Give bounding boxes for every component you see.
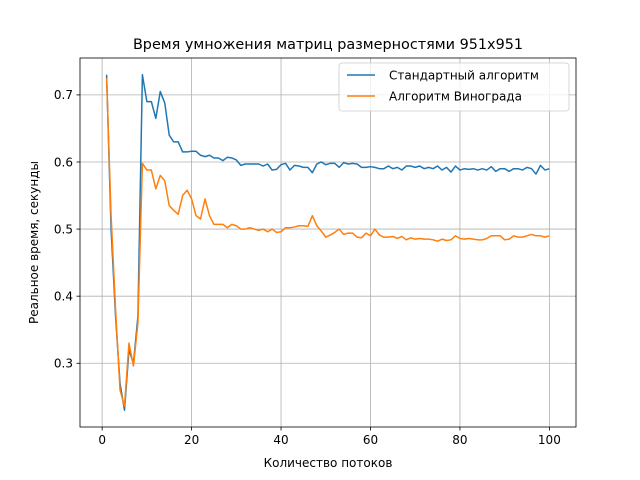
chart-title: Время умножения матриц размерностями 951… [133, 37, 523, 53]
x-tick-label: 0 [98, 433, 106, 447]
x-tick-label: 60 [363, 433, 378, 447]
x-tick-label: 40 [273, 433, 288, 447]
x-tick-label: 80 [452, 433, 467, 447]
y-tick-label: 0.5 [54, 222, 73, 236]
legend-box [338, 62, 570, 112]
x-tick-label: 100 [538, 433, 561, 447]
y-tick-label: 0.3 [54, 357, 73, 371]
legend-label-2: Алгоритм Винограда [389, 89, 522, 103]
plot-frame [79, 57, 577, 428]
x-axis-ticks: 0 20 40 60 80 100 [98, 427, 561, 447]
x-tick-label: 20 [184, 433, 199, 447]
y-tick-label: 0.6 [54, 155, 73, 169]
series-line-1 [105, 74, 550, 411]
x-axis-label: Количество потоков [264, 456, 393, 470]
y-tick-label: 0.7 [54, 88, 73, 102]
y-axis-ticks: 0.3 0.4 0.5 0.6 0.7 [54, 88, 80, 371]
series-line-2 [105, 78, 550, 407]
y-axis-label: Реальное время, секунды [27, 161, 41, 324]
legend-label-1: Стандартный алгоритм [389, 68, 539, 82]
legend: Стандартный алгоритм Алгоритм Винограда [338, 62, 570, 112]
y-tick-label: 0.4 [54, 289, 73, 303]
series-group [105, 74, 550, 411]
